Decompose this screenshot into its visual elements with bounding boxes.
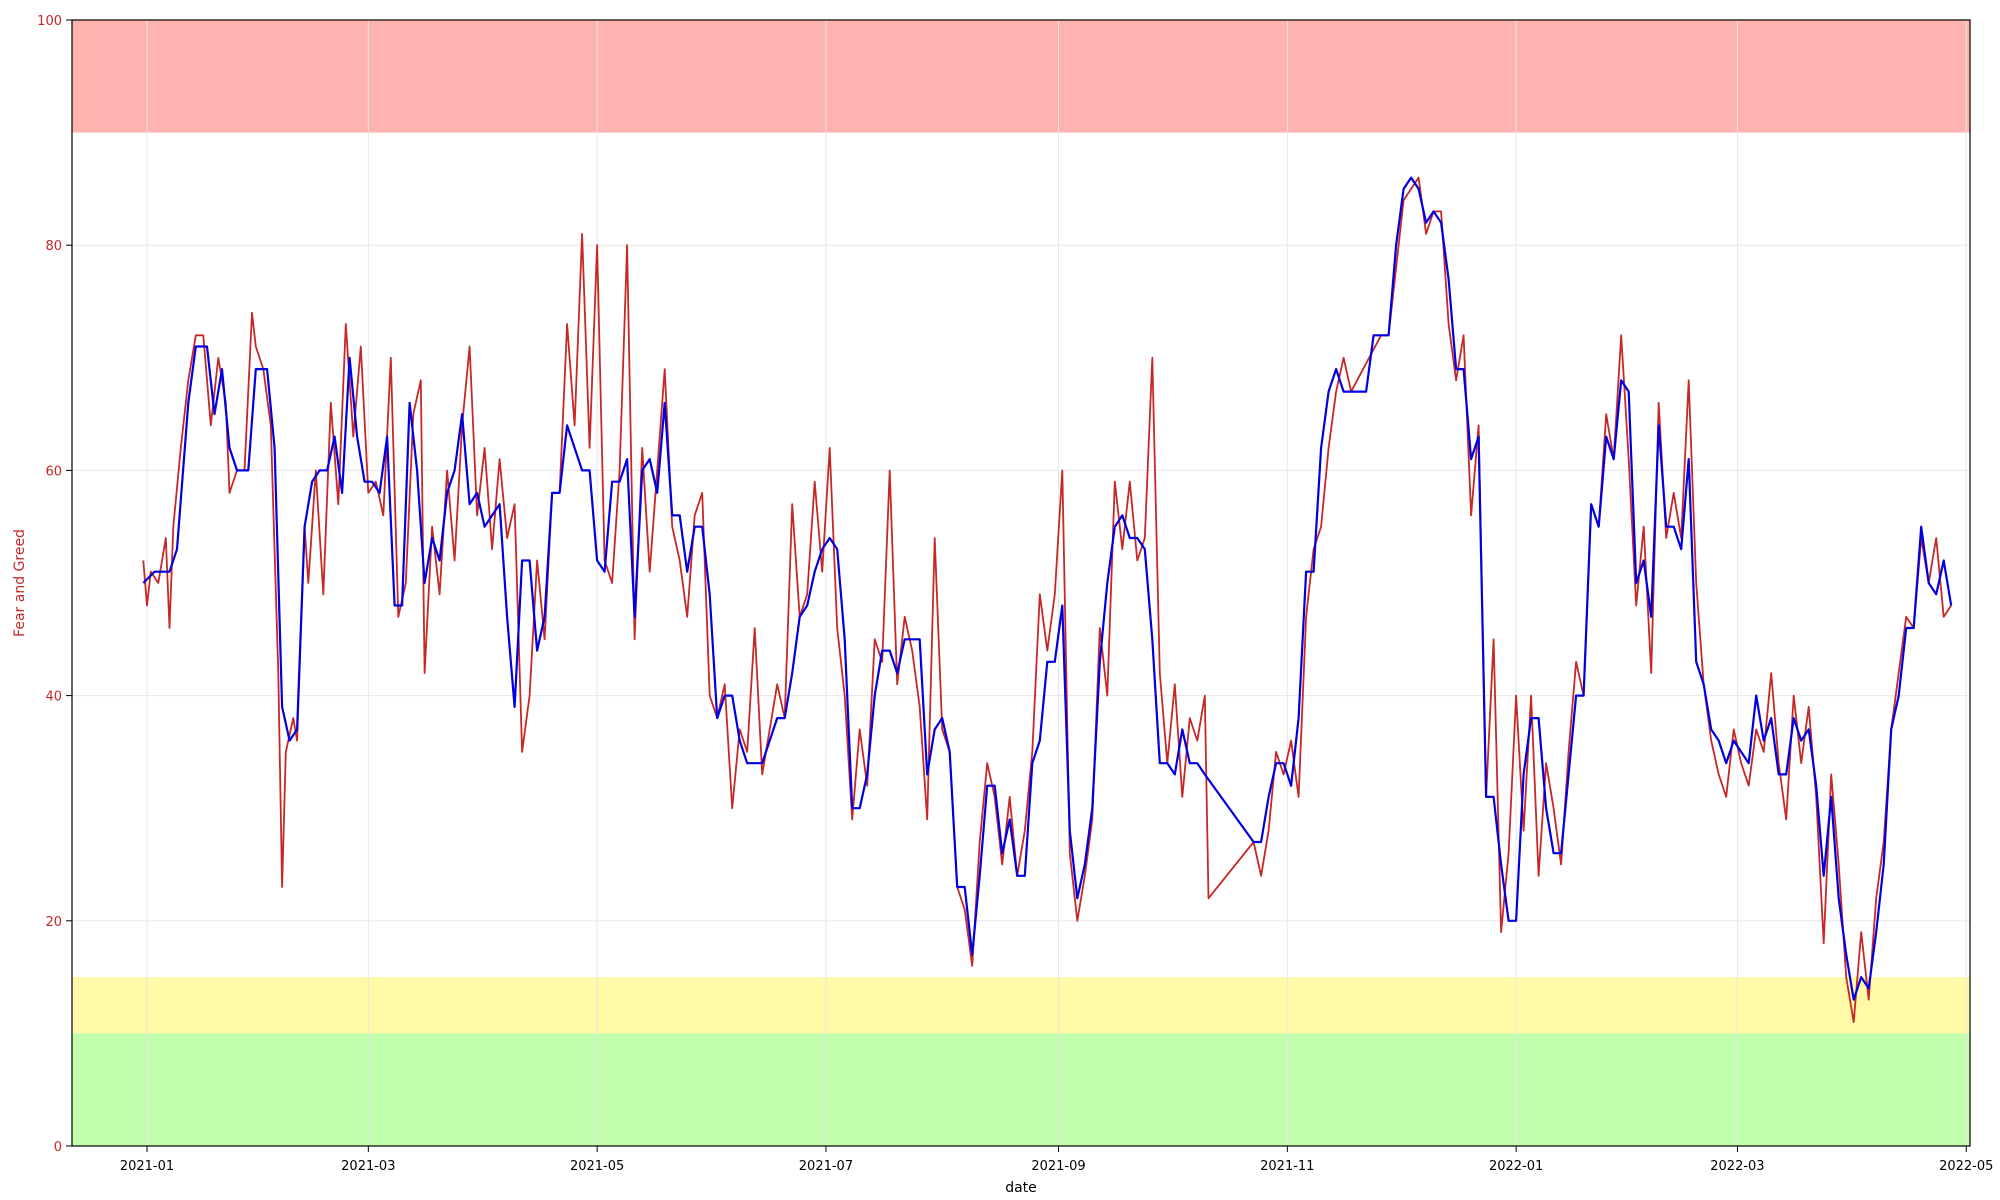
y-tick-label: 100 [37,14,62,29]
x-tick-label: 2021-09 [1031,1159,1085,1174]
y-tick-label: 60 [45,464,62,479]
x-axis-label: date [1005,1180,1037,1196]
y-tick-label: 40 [45,690,62,705]
plot-frame [71,19,1971,1147]
x-tick-label: 2021-07 [799,1159,853,1174]
series-line [142,176,1952,1023]
y-tick-label: 80 [45,239,62,254]
band-1 [72,977,1970,1034]
x-tick-label: 2021-05 [570,1159,624,1174]
y-tick-label: 0 [54,1140,62,1155]
x-tick-label: 2021-01 [120,1159,174,1174]
series-0 [142,176,1952,1023]
x-tick-label: 2021-11 [1260,1159,1314,1174]
x-tick-label: 2022-03 [1710,1159,1764,1174]
y-axis-label: Fear and Greed [12,529,28,637]
series-line [142,176,1953,1001]
x-tick-label: 2022-05 [1939,1159,1993,1174]
band-0 [72,20,1970,133]
y-tick-label: 20 [45,915,62,930]
series-1 [142,176,1953,1001]
x-tick-label: 2022-01 [1489,1159,1543,1174]
band-2 [72,1033,1970,1146]
x-tick-label: 2021-03 [341,1159,395,1174]
